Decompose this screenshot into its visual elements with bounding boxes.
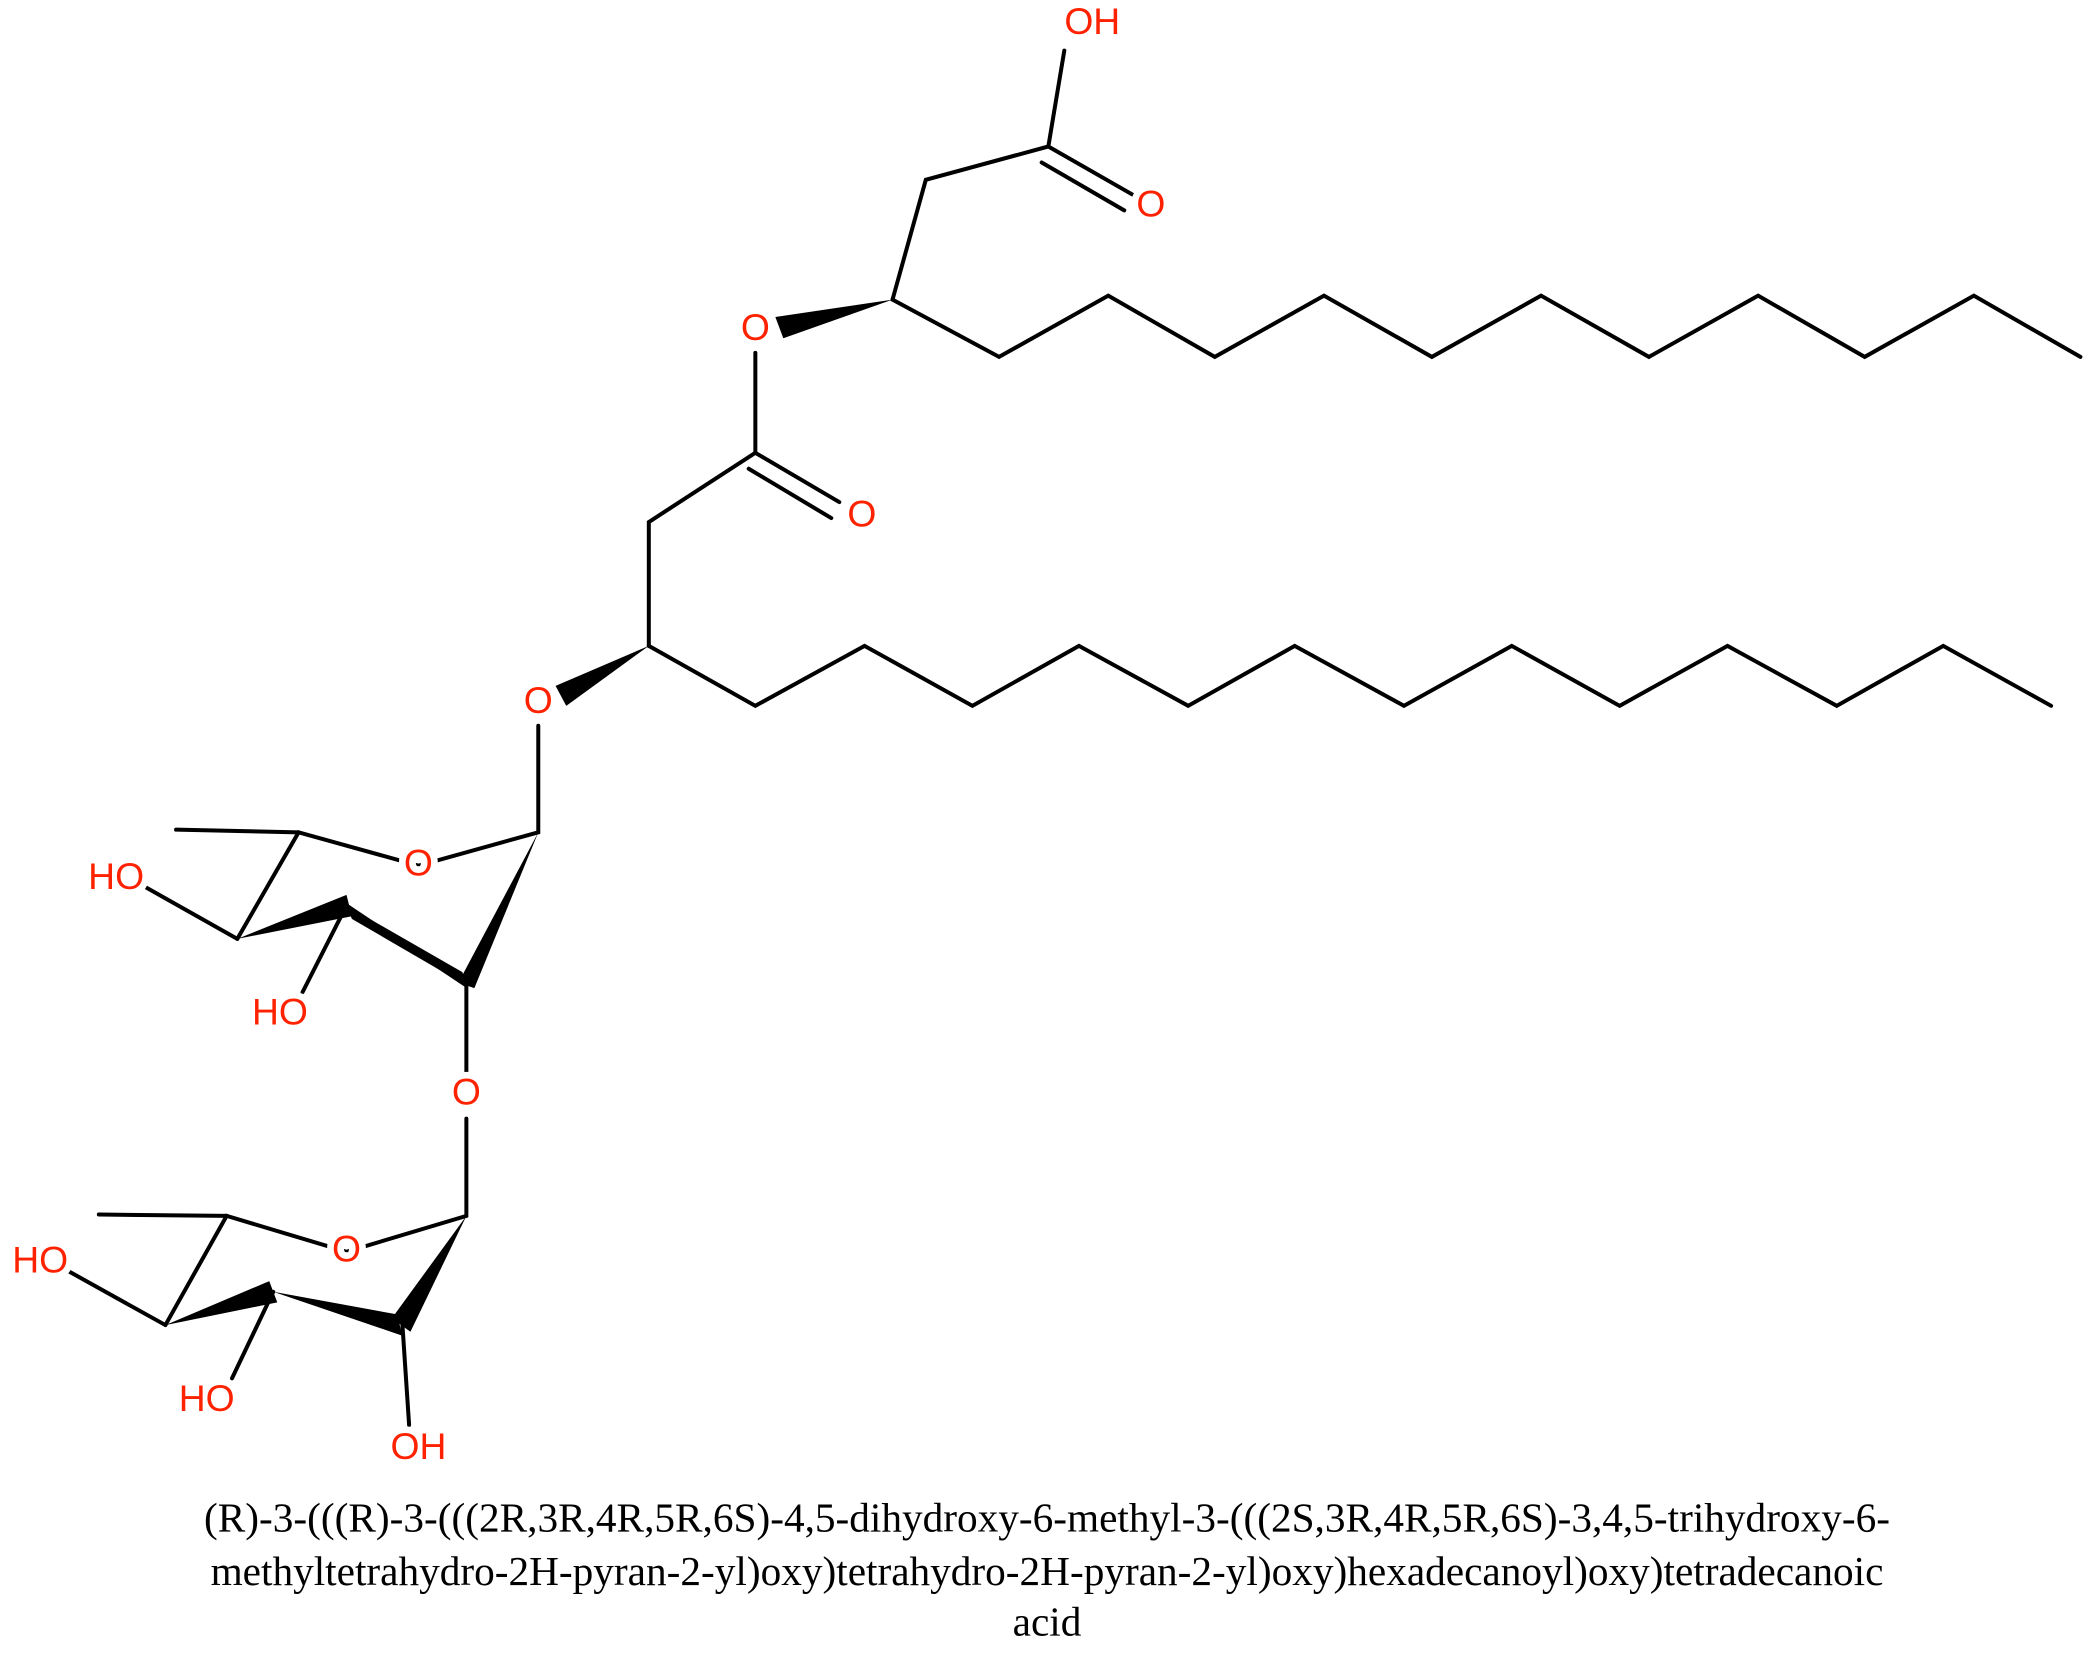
wedge-bond <box>555 645 649 706</box>
bond <box>300 903 349 995</box>
compound-name: (R)-3-(((R)-3-(((2R,3R,4R,5R,6S)-4,5-dih… <box>204 1494 1890 1644</box>
wedge-bond <box>346 905 467 986</box>
bond <box>753 450 842 505</box>
atom-label: O <box>332 1228 361 1270</box>
wedge-bond <box>391 1215 467 1332</box>
bond <box>890 293 2083 360</box>
bonds <box>67 48 2083 1427</box>
wedge-bond <box>165 1281 278 1326</box>
caption-line: acid <box>1013 1598 1082 1644</box>
bond <box>235 723 541 941</box>
wedge-bond <box>458 832 539 989</box>
atom-label: O <box>741 306 770 348</box>
atom-label: O <box>404 841 433 883</box>
atom-label: HO <box>88 855 144 897</box>
atom-label: O <box>452 1071 481 1113</box>
bond <box>890 48 1067 302</box>
bond <box>400 1323 412 1427</box>
bond <box>174 827 301 835</box>
bond <box>67 1269 168 1328</box>
atom-label: OH <box>390 1425 446 1467</box>
bond <box>1046 144 1135 197</box>
wedge-bond <box>237 894 352 939</box>
bond <box>163 1116 469 1328</box>
atom-label: O <box>1136 182 1165 224</box>
wedge-bond <box>775 299 893 339</box>
atom-label: HO <box>12 1238 68 1280</box>
caption-line: (R)-3-(((R)-3-(((2R,3R,4R,5R,6S)-4,5-dih… <box>204 1494 1890 1541</box>
caption-line: methyltetrahydro-2H-pyran-2-yl)oxy)tetra… <box>211 1548 1884 1595</box>
atom-label: O <box>524 679 553 721</box>
bond <box>646 643 2054 709</box>
atom-label: OH <box>1064 0 1120 42</box>
wedge-bond <box>273 1291 403 1336</box>
atom-label: O <box>847 493 876 535</box>
bond <box>746 466 834 521</box>
bond <box>140 883 240 941</box>
atom-label: HO <box>252 991 308 1033</box>
bond <box>229 1289 276 1381</box>
bond <box>1039 160 1127 213</box>
atom-label: HO <box>179 1377 235 1419</box>
bond <box>96 1212 229 1218</box>
bond <box>646 350 758 648</box>
